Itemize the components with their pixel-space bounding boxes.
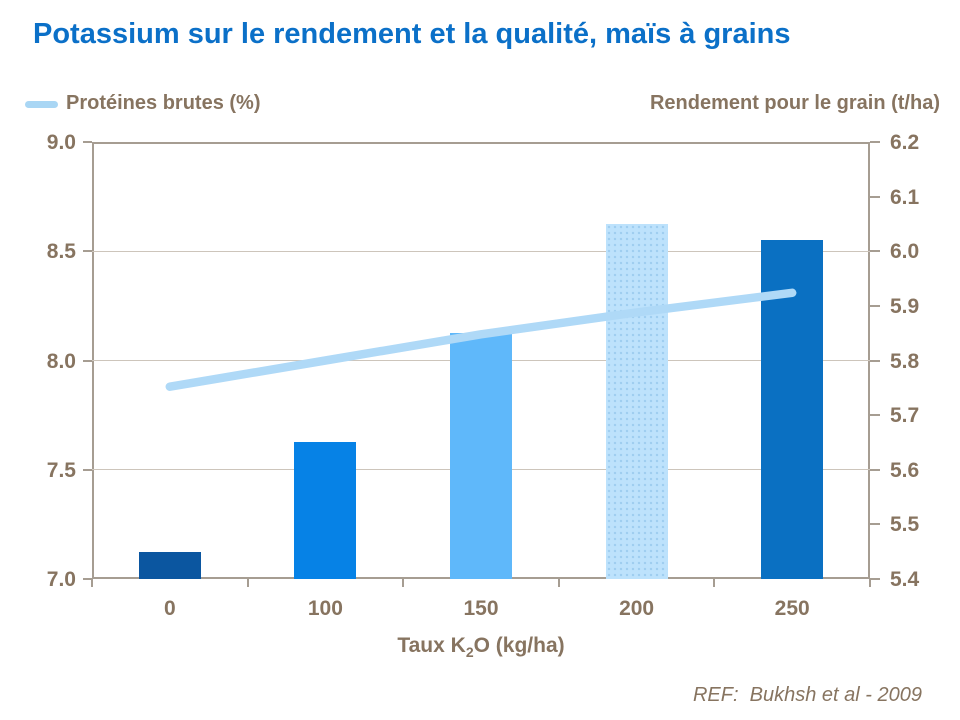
- bar: [605, 223, 668, 579]
- right-axis-tick-label: 5.5: [890, 513, 920, 537]
- legend-row: Protéines brutes (%) Rendement pour le g…: [0, 92, 960, 122]
- right-axis-tick-label: 5.4: [890, 568, 920, 591]
- x-axis-title-subscript: 2: [465, 644, 474, 661]
- right-axis-tick: [870, 141, 880, 143]
- left-axis-tick-label: 7.5: [46, 458, 76, 482]
- left-axis-tick-label: 8.5: [46, 240, 76, 264]
- right-axis-tick-label: 5.7: [890, 404, 920, 428]
- left-axis-tick: [83, 468, 92, 471]
- left-axis-tick-label: 7.0: [46, 568, 76, 591]
- x-axis-title-prefix: Taux K: [397, 634, 466, 657]
- x-axis-tick: [402, 579, 405, 587]
- left-axis-tick: [83, 141, 92, 143]
- bar: [138, 551, 201, 579]
- left-axis-tick: [83, 359, 92, 362]
- x-axis-tick: [869, 579, 871, 587]
- x-axis-category-label: 200: [619, 597, 655, 620]
- x-axis-category-label: 100: [307, 597, 343, 620]
- x-axis-category-label: 150: [463, 597, 499, 620]
- right-axis-tick: [870, 304, 880, 307]
- right-axis-tick: [870, 578, 880, 580]
- left-axis-tick-label: 8.0: [46, 349, 76, 373]
- right-axis-tick-label: 6.2: [890, 131, 920, 154]
- x-axis-tick: [246, 579, 249, 587]
- x-axis-title: Taux K2O (kg/ha): [92, 634, 870, 660]
- left-axis-tick: [83, 250, 92, 253]
- right-axis-tick-label: 6.1: [890, 185, 920, 209]
- line-series-swatch-icon: [25, 101, 58, 108]
- right-axis-tick: [870, 468, 880, 471]
- bar: [294, 442, 357, 579]
- reference-citation: REF: Bukhsh et al - 2009: [692, 684, 922, 706]
- right-axis-tick-label: 5.8: [890, 349, 920, 373]
- bar: [761, 240, 824, 579]
- right-axis-tick-label: 6.0: [890, 240, 920, 264]
- chart-title: Potassium sur le rendement et la qualité…: [33, 18, 791, 50]
- x-axis-category-label: 250: [774, 597, 810, 620]
- right-axis-tick: [870, 250, 880, 253]
- bar: [450, 333, 512, 579]
- x-axis-category-label: 0: [163, 597, 176, 620]
- x-axis-tick: [557, 579, 560, 587]
- x-axis-tick: [91, 579, 93, 587]
- right-axis-tick: [870, 195, 880, 198]
- left-axis-tick-label: 9.0: [46, 131, 76, 154]
- right-axis-tick: [870, 359, 880, 362]
- right-axis-tick: [870, 523, 880, 526]
- legend-label-proteins: Protéines brutes (%): [66, 92, 261, 114]
- left-axis-tick: [83, 578, 92, 580]
- gridline: [92, 250, 870, 252]
- right-axis-title: Rendement pour le grain (t/ha): [649, 92, 940, 114]
- x-axis-tick: [713, 579, 716, 587]
- right-axis-tick: [870, 414, 880, 417]
- x-axis-title-suffix: O (kg/ha): [473, 634, 565, 657]
- right-axis-tick-label: 5.6: [890, 458, 920, 482]
- right-axis-tick-label: 5.9: [890, 294, 920, 318]
